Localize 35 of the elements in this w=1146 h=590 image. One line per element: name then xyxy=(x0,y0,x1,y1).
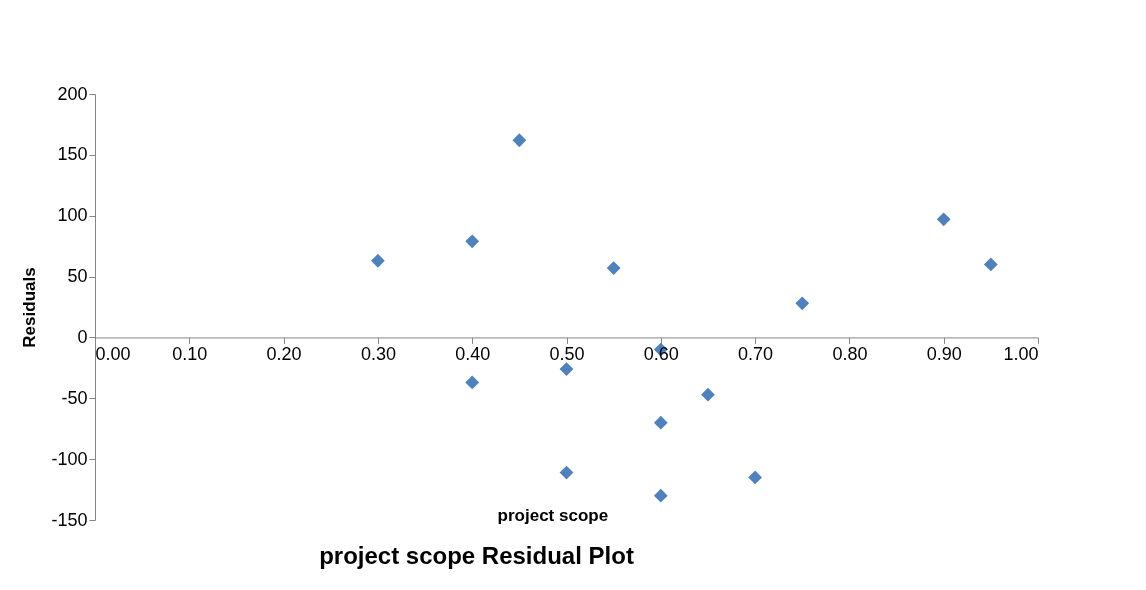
y-tick-label: 150 xyxy=(57,144,88,165)
x-tick-label: 1.00 xyxy=(1003,343,1039,364)
point xyxy=(559,362,574,376)
y-tick-label: 50 xyxy=(67,266,88,287)
point xyxy=(371,253,385,268)
point xyxy=(936,212,951,227)
point xyxy=(653,488,668,503)
x-tick-label: 0.30 xyxy=(360,343,396,364)
x-tick-label: 0.00 xyxy=(95,343,131,364)
text: project scope Residual Plot xyxy=(319,542,634,569)
x-tick-label: 0.70 xyxy=(738,343,774,364)
y-axis-title: Residuals xyxy=(20,267,40,348)
point xyxy=(701,387,715,402)
point xyxy=(983,257,998,272)
x-tick-label: 0.40 xyxy=(455,343,491,364)
point xyxy=(512,133,527,148)
y-tick-label: -150 xyxy=(51,509,88,530)
y-tick-label: 100 xyxy=(57,205,88,226)
x-tick-label: 0.90 xyxy=(926,343,962,364)
point xyxy=(795,296,810,311)
point xyxy=(465,375,480,390)
point xyxy=(748,470,762,485)
y-tick-label: -50 xyxy=(61,387,88,408)
x-tick-label: 0.10 xyxy=(172,343,208,364)
point xyxy=(606,261,621,275)
point xyxy=(653,415,668,430)
x-tick-label: 0.20 xyxy=(266,343,302,364)
y-tick-label: 200 xyxy=(57,83,88,104)
y-tick-label: -100 xyxy=(51,448,88,469)
x-tick-label: 0.50 xyxy=(549,343,585,364)
x-tick-label: 0.60 xyxy=(643,343,679,364)
x-tick-label: 0.80 xyxy=(832,343,868,364)
y-tick-label: 0 xyxy=(77,326,88,347)
point xyxy=(465,234,480,249)
x-axis-title: project scope xyxy=(497,505,609,525)
